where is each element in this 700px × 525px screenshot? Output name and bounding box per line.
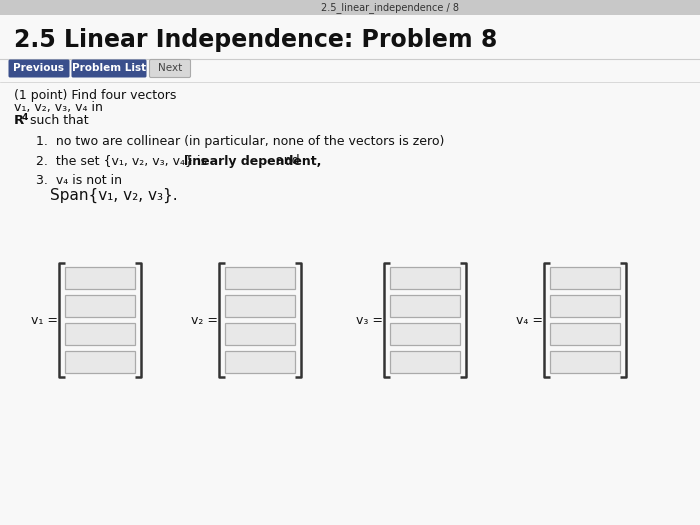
Text: such that: such that: [26, 114, 89, 128]
Text: 3.  v₄ is not in: 3. v₄ is not in: [36, 174, 122, 187]
Text: 4: 4: [22, 113, 28, 122]
Text: 2.5 Linear Independence: Problem 8: 2.5 Linear Independence: Problem 8: [14, 28, 498, 52]
Text: Previous: Previous: [13, 63, 64, 73]
Bar: [65, 267, 135, 289]
Bar: [225, 323, 295, 345]
Text: (1 point) Find four vectors: (1 point) Find four vectors: [14, 89, 176, 101]
FancyBboxPatch shape: [71, 59, 146, 78]
Text: 2.  the set {v₁, v₂, v₃, v₄} is: 2. the set {v₁, v₂, v₃, v₄} is: [36, 154, 211, 167]
Bar: [65, 351, 135, 373]
Text: R: R: [14, 114, 24, 128]
Text: v₁, v₂, v₃, v₄ in: v₁, v₂, v₃, v₄ in: [14, 101, 103, 114]
Text: Problem List: Problem List: [72, 63, 146, 73]
Bar: [390, 267, 460, 289]
Bar: [390, 351, 460, 373]
Text: v₂ =: v₂ =: [191, 313, 218, 327]
Text: v₄ =: v₄ =: [516, 313, 543, 327]
Bar: [225, 267, 295, 289]
Bar: [390, 323, 460, 345]
Bar: [550, 267, 620, 289]
Bar: [390, 295, 460, 317]
Text: v₃ =: v₃ =: [356, 313, 383, 327]
Bar: [225, 295, 295, 317]
Text: linearly dependent,: linearly dependent,: [184, 154, 321, 167]
Bar: [0, 0, 700, 15]
Bar: [65, 323, 135, 345]
Text: 1.  no two are collinear (in particular, none of the vectors is zero): 1. no two are collinear (in particular, …: [36, 134, 444, 148]
Bar: [550, 323, 620, 345]
Bar: [225, 351, 295, 373]
Bar: [65, 295, 135, 317]
FancyBboxPatch shape: [150, 59, 190, 78]
Text: Next: Next: [158, 63, 182, 73]
Text: Span{v₁, v₂, v₃}.: Span{v₁, v₂, v₃}.: [50, 187, 178, 203]
Bar: [550, 351, 620, 373]
Text: v₁ =: v₁ =: [31, 313, 58, 327]
Text: 2.5_linear_independence / 8: 2.5_linear_independence / 8: [321, 3, 459, 14]
FancyBboxPatch shape: [8, 59, 69, 78]
Text: and: and: [272, 154, 299, 167]
Bar: [550, 295, 620, 317]
